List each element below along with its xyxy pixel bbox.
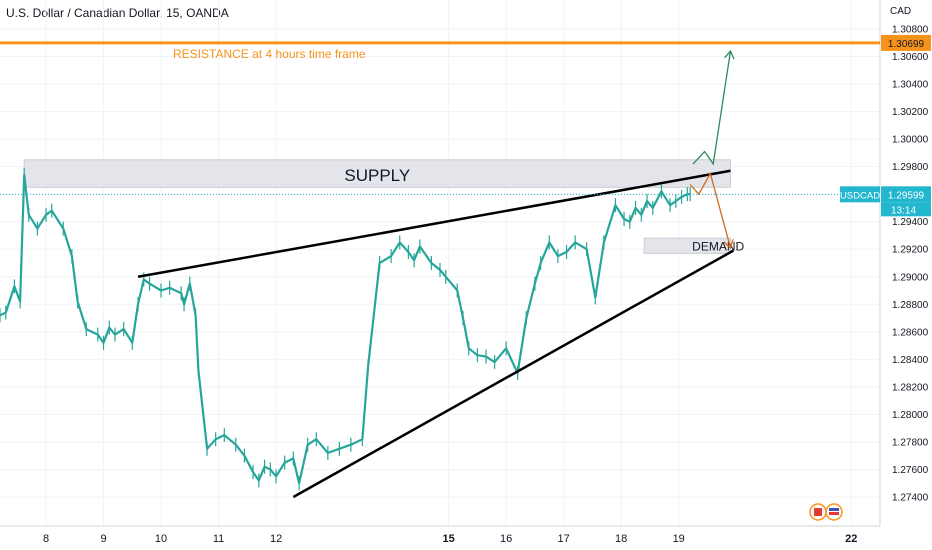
y-tick-label: 1.29400 xyxy=(892,217,929,228)
y-tick-label: 1.29000 xyxy=(892,272,929,283)
bullish-arrow-head xyxy=(724,49,735,60)
y-tick-label: 1.27400 xyxy=(892,492,929,503)
demand-label: DEMAND xyxy=(692,239,744,253)
canada-flag-icon-center xyxy=(814,508,822,516)
x-tick-label: 16 xyxy=(500,533,512,545)
y-tick-label: 1.30200 xyxy=(892,107,929,118)
x-tick-label: 19 xyxy=(673,533,685,545)
x-tick-label: 11 xyxy=(213,533,224,545)
symbol-tag xyxy=(840,186,880,203)
y-tick-label: 1.28800 xyxy=(892,300,929,311)
y-tick-label: 1.28200 xyxy=(892,382,929,393)
y-tick-label: 1.28400 xyxy=(892,355,929,366)
resistance-price-label: 1.30699 xyxy=(888,39,925,50)
y-tick-label: 1.28600 xyxy=(892,327,929,338)
y-tick-label: 1.30400 xyxy=(892,80,929,91)
y-tick-label: 1.30800 xyxy=(892,25,929,36)
x-tick-label: 22 xyxy=(845,533,857,545)
upper-trendline xyxy=(137,169,731,278)
x-tick-label: 17 xyxy=(558,533,570,545)
y-tick-label: 1.28000 xyxy=(892,410,929,421)
y-tick-label: 1.27800 xyxy=(892,437,929,448)
x-tick-label: 15 xyxy=(443,533,455,545)
chart-title: U.S. Dollar / Canadian Dollar, 15, OANDA xyxy=(6,6,229,20)
currency-label: CAD xyxy=(890,6,911,17)
y-tick-label: 1.30600 xyxy=(892,52,929,63)
resistance-price-tag xyxy=(881,34,931,51)
countdown-tag xyxy=(881,202,931,217)
lower-trendline xyxy=(292,249,734,499)
y-tick-label: 1.30000 xyxy=(892,135,929,146)
x-tick-label: 18 xyxy=(615,533,627,545)
bearish-arrow-head xyxy=(723,239,734,250)
x-tick-label: 8 xyxy=(43,533,49,545)
symbol-label: USDCAD xyxy=(840,190,880,201)
current-price-label: 1.29599 xyxy=(888,190,925,201)
bearish-arrow xyxy=(689,171,732,249)
x-tick-label: 10 xyxy=(155,533,167,545)
x-tick-label: 9 xyxy=(100,533,106,545)
bullish-arrow xyxy=(692,50,732,166)
x-tick-label: 12 xyxy=(270,533,282,545)
us-flag-icon-stripe xyxy=(829,508,839,511)
y-tick-label: 1.29200 xyxy=(892,245,929,256)
resistance-label: RESISTANCE at 4 hours time frame xyxy=(173,47,366,61)
supply-zone xyxy=(23,159,731,188)
supply-label: SUPPLY xyxy=(344,166,410,185)
current-price-tag xyxy=(881,186,931,203)
y-tick-label: 1.29800 xyxy=(892,162,929,173)
y-tick-label: 1.27600 xyxy=(892,465,929,476)
countdown-label: 13:14 xyxy=(891,205,916,216)
us-flag-icon-stripe2 xyxy=(829,512,839,515)
